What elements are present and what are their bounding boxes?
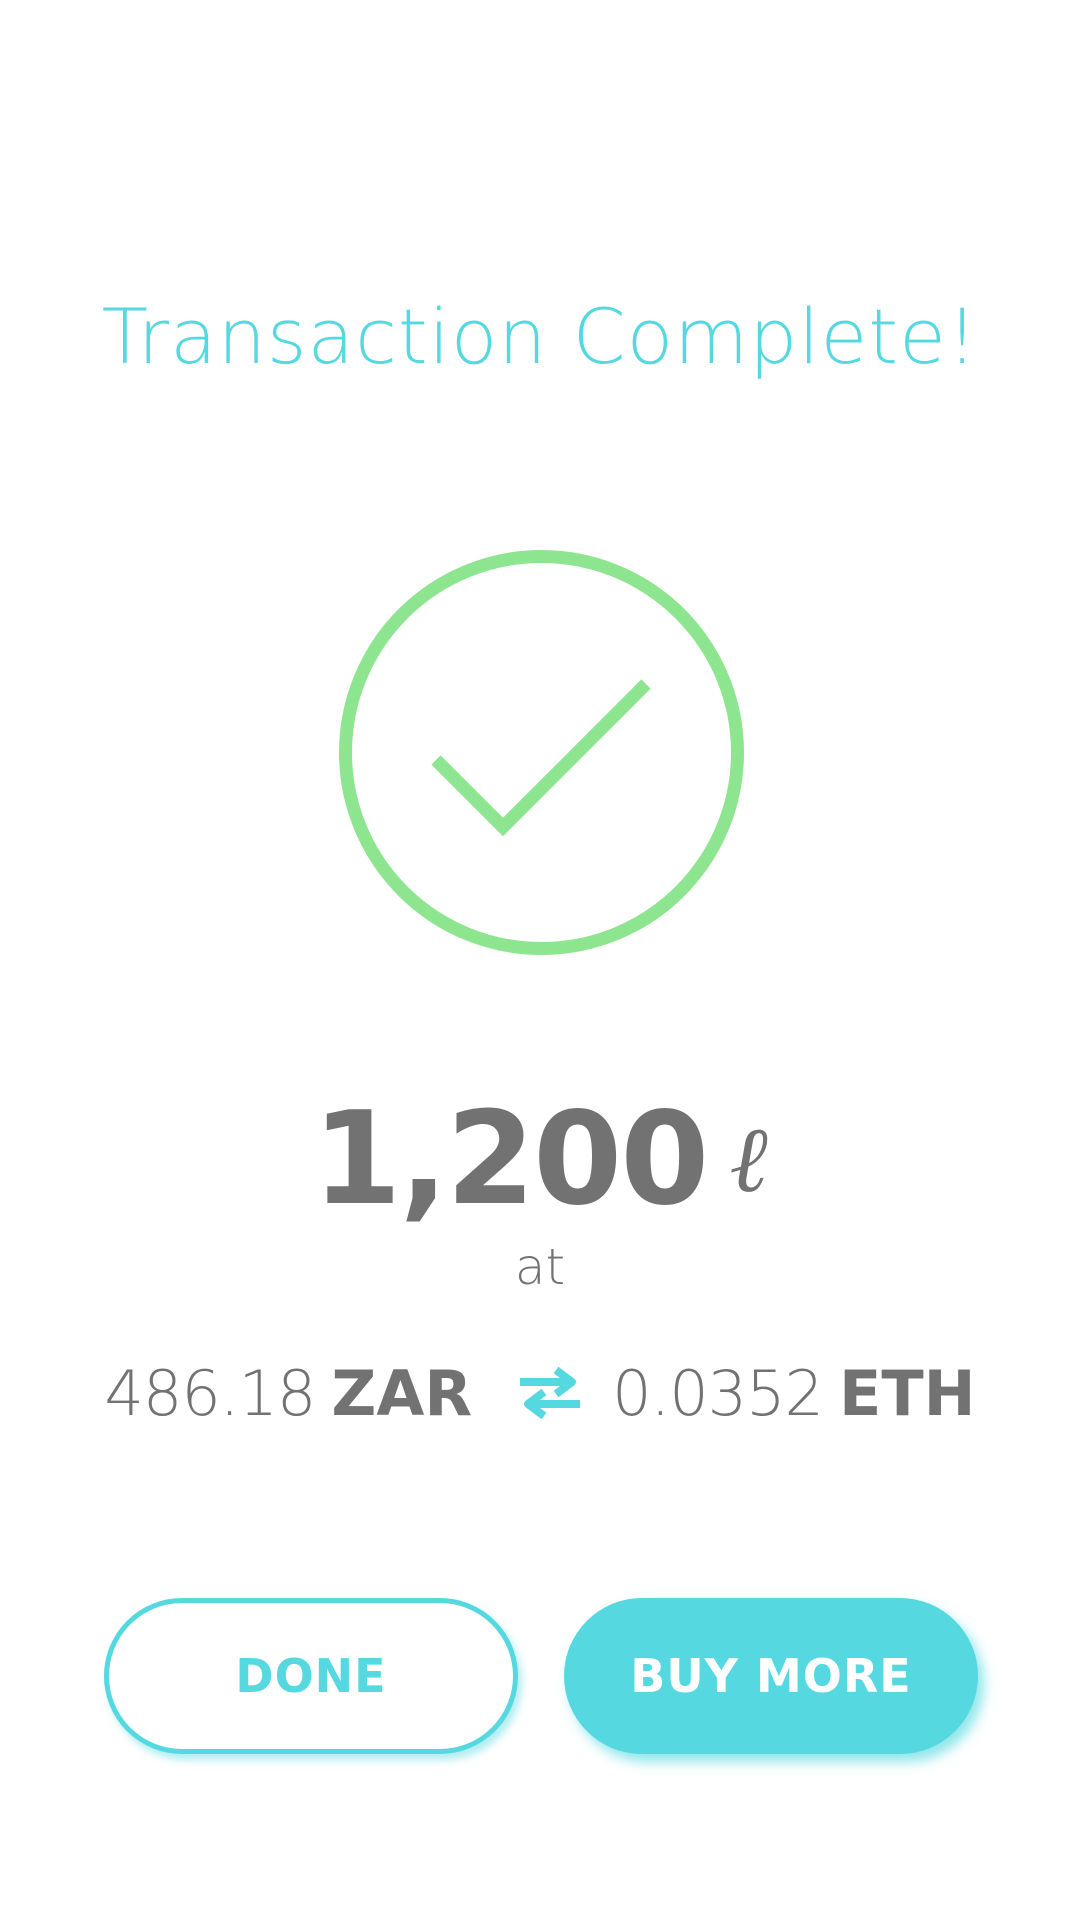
check-mark [431, 679, 651, 837]
check-circle-icon [339, 550, 744, 955]
amount-value: 1,200 [312, 1085, 709, 1234]
swap-arrows-icon [520, 1367, 581, 1419]
to-value: 0.0352 [612, 1356, 824, 1430]
success-ring [339, 550, 744, 955]
check-circle-graphic [339, 550, 744, 955]
buy-more-button[interactable]: BUY MORE [564, 1598, 978, 1754]
to-currency: ETH [839, 1356, 976, 1430]
amount-display: 1,200 ℓ [0, 1085, 1080, 1234]
from-value: 486.18 [104, 1356, 316, 1430]
done-button[interactable]: DONE [104, 1598, 518, 1754]
amount-unit-symbol: ℓ [729, 1106, 768, 1213]
page-title: Transaction Complete! [101, 292, 979, 381]
at-label: at [514, 1238, 566, 1296]
from-currency: ZAR [331, 1356, 473, 1430]
exchange-rate: 486.18 ZAR 0.0352 ETH [0, 1348, 1080, 1438]
